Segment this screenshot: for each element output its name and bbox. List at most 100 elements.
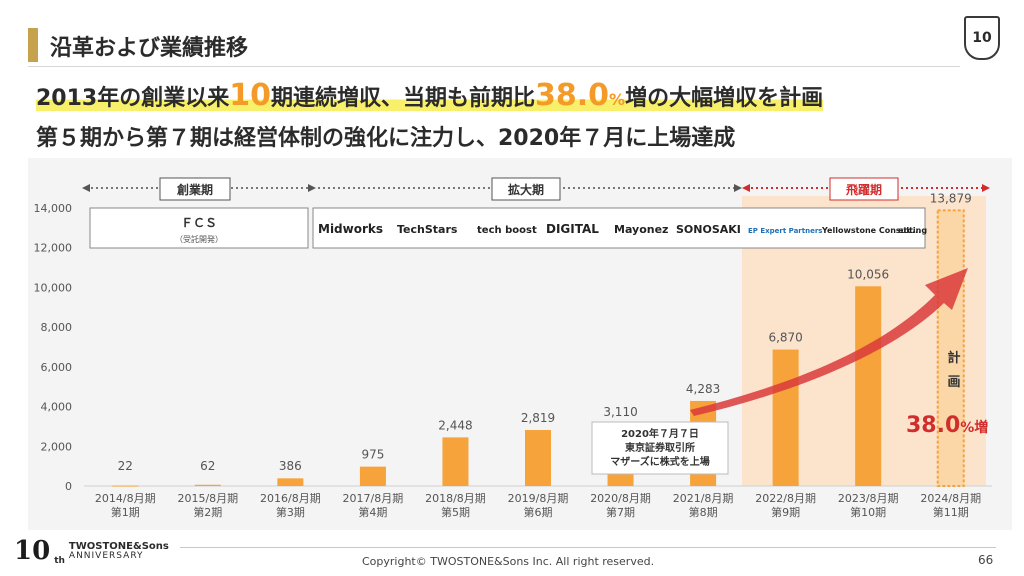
brand-logo: Yellowstone Consulting: [821, 226, 927, 235]
bar-value-label: 386: [279, 459, 302, 473]
bar-value-label: 22: [118, 459, 133, 473]
bar: [359, 466, 386, 486]
headline-text-a: 2013年の創業以来: [36, 86, 230, 111]
headline-line1: 2013年の創業以来10期連続増収、当期も前期比38.0%増の大幅増収を計画: [36, 78, 824, 113]
plan-growth-unit: %増: [960, 419, 988, 436]
x-tick-label: 2014/8月期: [95, 492, 156, 505]
bar-value-label: 2,819: [521, 411, 555, 425]
x-tick-sublabel: 第4期: [358, 505, 387, 519]
x-tick-label: 2023/8月期: [838, 492, 899, 505]
x-tick-sublabel: 第8期: [689, 505, 718, 519]
x-tick-label: 2021/8月期: [673, 492, 734, 505]
brand-logo: TechStars: [397, 223, 458, 236]
x-tick-label: 2019/8月期: [508, 492, 569, 505]
bar: [277, 478, 304, 486]
x-tick-label: 2015/8月期: [177, 492, 238, 505]
listing-note-line3: マザーズに株式を上場: [610, 455, 710, 468]
phase-expansion: 拡大期: [318, 177, 742, 201]
x-tick-sublabel: 第5期: [441, 505, 470, 519]
bar-value-label: 13,879: [930, 191, 972, 205]
brand-logo: Mayonez: [614, 223, 668, 236]
bar-value-label: 975: [361, 448, 384, 462]
y-tick-label: 6,000: [41, 361, 73, 374]
bar: [194, 484, 221, 486]
x-tick-sublabel: 第3期: [276, 505, 305, 519]
x-tick-label: 2017/8月期: [343, 492, 404, 505]
x-tick-label: 2022/8月期: [755, 492, 816, 505]
footer-logo: 10 th TWOSTONE&Sons ANNIVERSARY: [14, 536, 169, 566]
headline-line2: 第５期から第７期は経営体制の強化に注力し、2020年７月に上場達成: [36, 126, 736, 151]
footer-brand: TWOSTONE&Sons ANNIVERSARY: [69, 541, 169, 562]
x-tick-label: 2024/8月期: [920, 492, 981, 505]
y-tick-label: 2,000: [41, 440, 73, 453]
copyright-text: Copyright© TWOSTONE&Sons Inc. All right …: [362, 555, 655, 568]
x-tick-sublabel: 第2期: [193, 505, 222, 519]
plan-label-1: 計: [947, 350, 960, 366]
fcs-sub: （受託開発）: [175, 234, 223, 244]
phase-leap-label: 飛躍期: [845, 182, 882, 197]
plan-growth: 38.0%増: [906, 413, 988, 438]
x-tick-sublabel: 第7期: [606, 505, 635, 519]
phase-founding: 創業期: [82, 177, 316, 201]
headline-num-growth: 38.0: [535, 78, 610, 113]
y-tick-label: 14,000: [34, 202, 73, 215]
data-labels: 22 62 386 975 2,448 2,819 3,110 4,283 6,870 10,05…: [118, 191, 972, 473]
bar: [442, 437, 469, 486]
brand-logo: etc...: [898, 226, 921, 235]
x-tick-sublabel: 第6期: [524, 505, 553, 519]
growth-arrow-icon: [690, 268, 968, 416]
headline-text-b: 期連続増収、当期も前期比: [270, 86, 535, 111]
footer-brand-name: TWOSTONE&Sons: [68, 540, 169, 552]
bar-value-label: 2,448: [438, 418, 472, 432]
footer-logo-sup: th: [54, 556, 65, 566]
phase-founding-label: 創業期: [176, 182, 213, 197]
fcs-box: ＦＣＳ （受託開発）: [89, 207, 309, 249]
brands-box: Midworks TechStars tech boost DIGITAL Mayone…: [312, 207, 927, 249]
x-tick-sublabel: 第10期: [850, 505, 886, 519]
x-tick-sublabel: 第11期: [933, 505, 969, 519]
y-tick-label: 4,000: [41, 401, 73, 414]
footer-divider: [180, 547, 996, 548]
listing-note-line1: 2020年７月７日: [621, 427, 699, 440]
bar: [525, 430, 551, 486]
title-divider: [28, 66, 960, 67]
bar-value-label: 10,056: [847, 267, 889, 281]
footer-logo-number: 10: [14, 536, 51, 566]
bar: [855, 286, 882, 486]
anniversary-badge-icon: 10: [964, 16, 1000, 60]
y-axis: 0 2,000 4,000 6,000 8,000 10,000 12,000 14,000: [34, 202, 992, 493]
x-tick-label: 2018/8月期: [425, 492, 486, 505]
plan-label-2: 画: [947, 375, 960, 390]
brand-logo: SONOSAKI: [676, 223, 741, 236]
headline-text-c: 増の大幅増収を計画: [625, 86, 824, 111]
bar-value-label: 62: [200, 459, 215, 473]
bar-value-label: 6,870: [768, 331, 802, 345]
listing-note-line2: 東京証券取引所: [625, 441, 695, 454]
footer-brand-sub: ANNIVERSARY: [68, 550, 144, 561]
listing-note: 2020年７月７日 東京証券取引所 マザーズに株式を上場: [591, 421, 729, 475]
brand-logo: DIGITAL: [546, 222, 599, 236]
title-accent-bar: [28, 28, 38, 62]
fcs-name: ＦＣＳ: [181, 216, 217, 230]
brand-logo: EP Expert Partners: [748, 227, 822, 235]
headline-unit: %: [609, 90, 626, 109]
headline-num-periods: 10: [229, 78, 271, 113]
headline-highlight: 2013年の創業以来10期連続増収、当期も前期比38.0%増の大幅増収を計画: [36, 78, 824, 113]
bar-planned: [936, 209, 965, 487]
page-title: 沿革および業績推移: [50, 36, 249, 61]
brand-logo: Midworks: [318, 222, 383, 236]
phase-leap: 飛躍期: [742, 177, 990, 201]
y-tick-label: 12,000: [34, 242, 73, 255]
plan-growth-value: 38.0: [906, 413, 960, 438]
x-tick-sublabel: 第1期: [111, 505, 140, 519]
y-tick-label: 10,000: [34, 281, 73, 294]
phase-expansion-label: 拡大期: [508, 182, 544, 197]
badge-text: 10: [972, 30, 992, 46]
y-tick-label: 0: [65, 480, 72, 493]
bar-value-label: 3,110: [603, 405, 637, 419]
bar: [772, 349, 799, 486]
brand-logo: tech boost: [477, 225, 537, 236]
x-tick-label: 2016/8月期: [260, 492, 321, 505]
